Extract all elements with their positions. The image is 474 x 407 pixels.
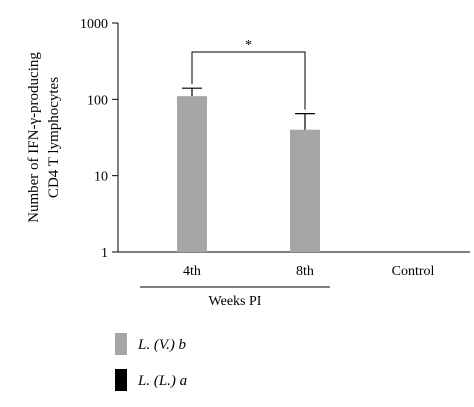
significance-bracket: * <box>191 38 306 110</box>
legend-swatch <box>115 369 127 391</box>
group-label-text: Weeks PI <box>209 294 262 309</box>
bar <box>177 96 207 252</box>
bars <box>177 96 320 252</box>
y-axis-title: Number of IFN-γ-producing CD4 T lymphocyt… <box>26 52 62 223</box>
y-tick-label: 100 <box>87 93 108 108</box>
legend-label: L. (L.) a <box>137 373 187 389</box>
legend: L. (V.) b L. (L.) a <box>115 333 187 391</box>
significance-line <box>191 51 306 110</box>
group-label: Weeks PI <box>140 286 330 309</box>
y-axis-ticks: 1 10 100 1000 <box>80 17 118 261</box>
x-tick-label: 8th <box>296 264 314 279</box>
legend-swatch <box>115 333 127 355</box>
error-bars <box>182 87 315 130</box>
legend-label: L. (V.) b <box>137 337 187 353</box>
y-tick-label: 1 <box>101 246 108 261</box>
significance-label: * <box>245 38 252 53</box>
y-axis-title-line: Number of IFN-γ-producing <box>26 52 42 223</box>
x-tick-label: Control <box>392 264 435 279</box>
y-tick-label: 1000 <box>80 17 108 32</box>
x-axis-labels: 4th 8th Control <box>183 264 434 279</box>
y-axis-title-line: CD4 T lymphocytes <box>46 77 62 198</box>
x-tick-label: 4th <box>183 264 201 279</box>
bar <box>290 129 320 252</box>
y-tick-label: 10 <box>94 170 108 185</box>
